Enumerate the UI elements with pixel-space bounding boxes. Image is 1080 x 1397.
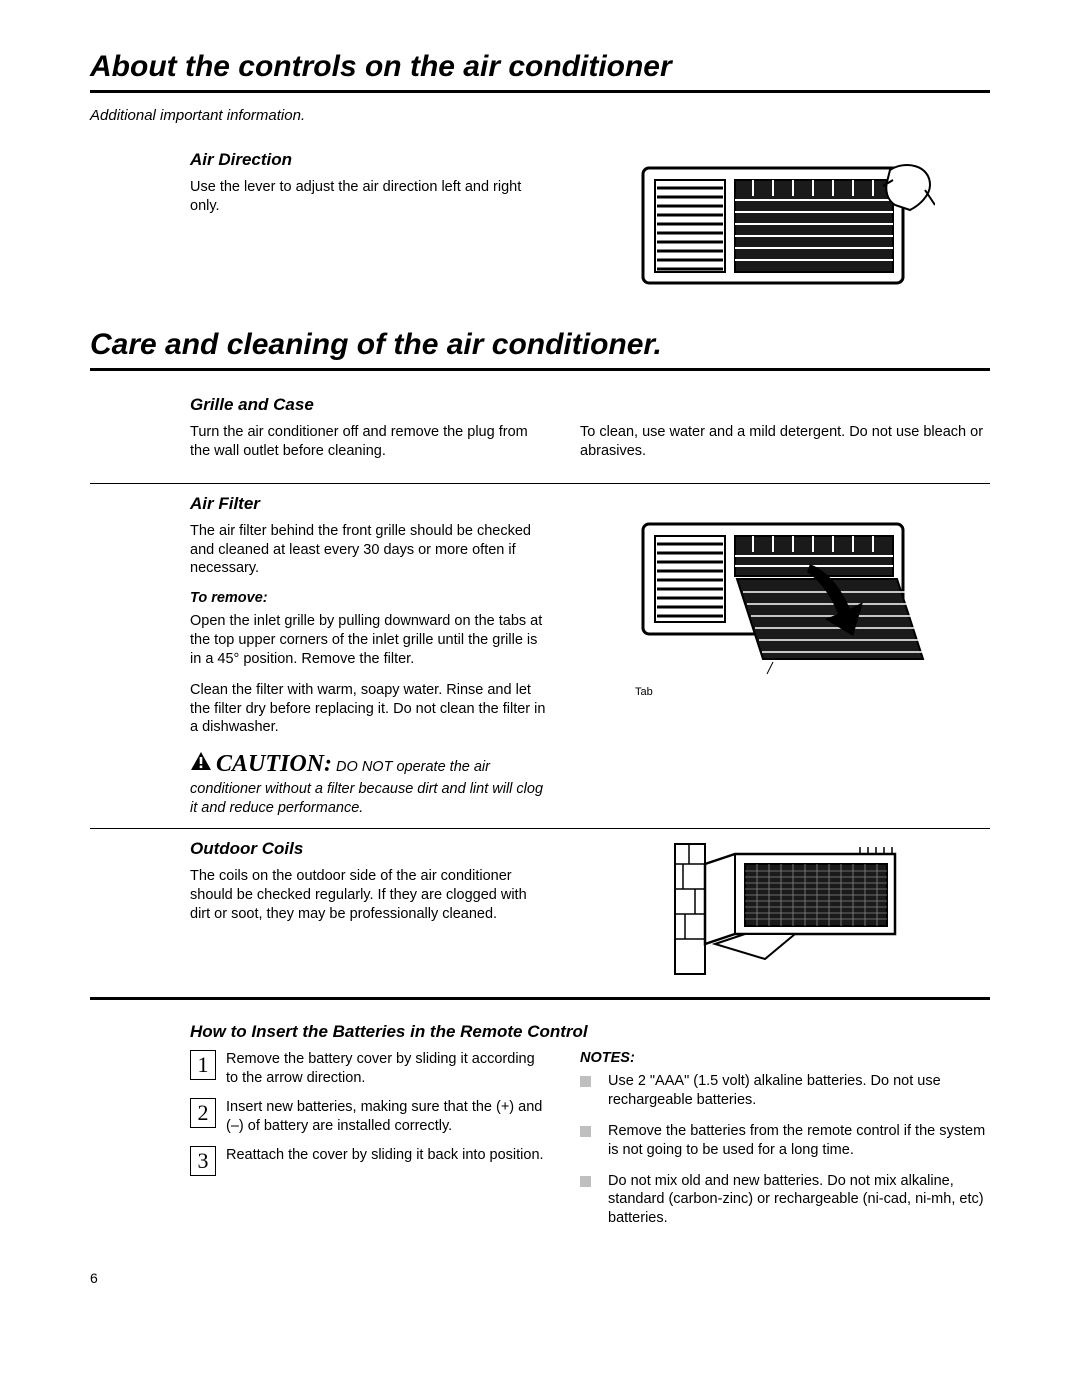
notes-label: NOTES: <box>580 1050 990 1066</box>
notes-list: Use 2 "AAA" (1.5 volt) alkaline batterie… <box>580 1072 990 1228</box>
step-number-3: 3 <box>190 1146 216 1176</box>
section-air-direction: Air Direction Use the lever to adjust th… <box>90 140 990 300</box>
air-filter-p3: Clean the filter with warm, soapy water.… <box>190 681 550 738</box>
air-direction-illustration <box>635 150 935 300</box>
caution-word: CAUTION: <box>216 751 332 777</box>
outdoor-body: The coils on the outdoor side of the air… <box>190 867 550 924</box>
step-text-2: Insert new batteries, making sure that t… <box>226 1098 550 1136</box>
section-air-filter: Air Filter The air filter behind the fro… <box>90 483 990 818</box>
grille-left-text: Turn the air conditioner off and remove … <box>190 423 550 461</box>
air-filter-illustration <box>635 514 935 684</box>
section-batteries: How to Insert the Batteries in the Remot… <box>90 1012 990 1240</box>
tab-caption: Tab <box>635 686 990 698</box>
section-outdoor-coils: Outdoor Coils The coils on the outdoor s… <box>90 828 990 979</box>
heading-care: Care and cleaning of the air conditioner… <box>90 328 990 371</box>
air-filter-title: Air Filter <box>90 494 550 514</box>
battery-step-3: 3 Reattach the cover by sliding it back … <box>190 1146 550 1176</box>
caution-block: CAUTION: DO NOT operate the air conditio… <box>190 749 550 818</box>
battery-step-2: 2 Insert new batteries, making sure that… <box>190 1098 550 1136</box>
outdoor-title: Outdoor Coils <box>90 839 550 859</box>
thick-divider <box>90 997 990 1000</box>
section-grille: Grille and Case Turn the air conditioner… <box>90 385 990 473</box>
air-direction-title: Air Direction <box>90 150 550 170</box>
step-text-3: Reattach the cover by sliding it back in… <box>226 1146 544 1176</box>
step-number-2: 2 <box>190 1098 216 1128</box>
page-number: 6 <box>90 1270 990 1286</box>
heading-controls: About the controls on the air conditione… <box>90 50 990 93</box>
air-filter-p1: The air filter behind the front grille s… <box>190 522 550 579</box>
air-filter-remove-label: To remove: <box>190 590 550 606</box>
grille-right-text: To clean, use water and a mild detergent… <box>580 423 990 461</box>
note-item-1: Use 2 "AAA" (1.5 volt) alkaline batterie… <box>580 1072 990 1110</box>
warning-triangle-icon <box>190 751 212 777</box>
battery-step-1: 1 Remove the battery cover by sliding it… <box>190 1050 550 1088</box>
air-direction-body: Use the lever to adjust the air directio… <box>190 178 550 216</box>
note-item-3: Do not mix old and new batteries. Do not… <box>580 1172 990 1229</box>
step-text-1: Remove the battery cover by sliding it a… <box>226 1050 550 1088</box>
outdoor-coils-illustration <box>645 839 925 979</box>
note-item-2: Remove the batteries from the remote con… <box>580 1122 990 1160</box>
air-filter-p2: Open the inlet grille by pulling downwar… <box>190 612 550 669</box>
intro-controls: Additional important information. <box>90 107 990 124</box>
batteries-title: How to Insert the Batteries in the Remot… <box>90 1022 990 1042</box>
grille-title: Grille and Case <box>90 395 550 415</box>
step-number-1: 1 <box>190 1050 216 1080</box>
